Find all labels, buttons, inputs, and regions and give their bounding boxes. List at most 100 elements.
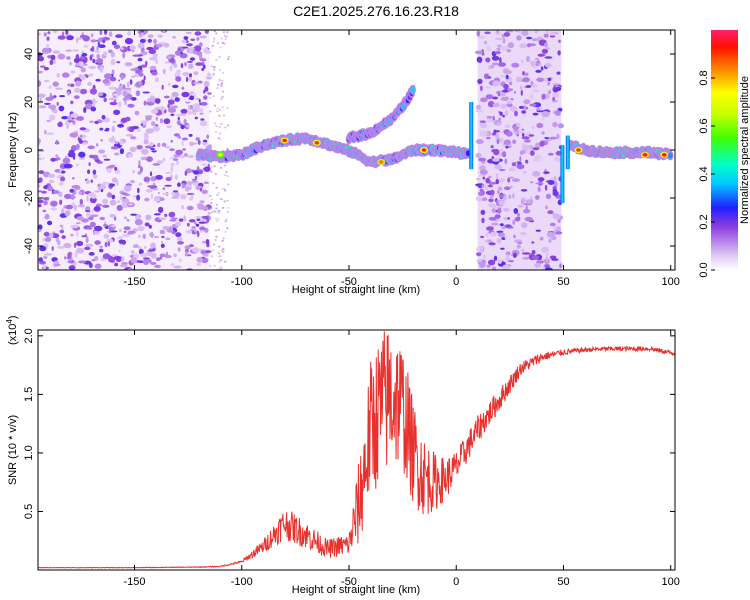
noise-blob xyxy=(170,263,175,267)
noise-blob xyxy=(78,134,87,139)
noise-blob xyxy=(200,218,207,223)
colorbar-tick-label: 0.6 xyxy=(698,118,710,133)
snr-panel: -150 -100 -50 0 50 100 0.5 1.0 1.5 2.0 Height of… xyxy=(5,315,680,596)
noise-blob xyxy=(136,128,141,133)
noise-blob xyxy=(495,48,499,52)
noise-blob xyxy=(99,30,103,36)
noise-blob xyxy=(47,220,53,226)
noise-blob xyxy=(177,116,180,121)
noise-blob xyxy=(44,253,53,256)
noise-blob xyxy=(218,138,222,140)
noise-blob xyxy=(522,170,527,174)
noise-blob xyxy=(487,259,496,266)
noise-blob xyxy=(181,39,187,44)
noise-blob xyxy=(148,224,152,229)
noise-blob xyxy=(38,204,42,208)
noise-blob xyxy=(137,57,143,62)
peak-core xyxy=(661,153,667,157)
noise-blob xyxy=(120,192,128,195)
noise-blob xyxy=(190,38,195,41)
noise-blob xyxy=(217,211,220,214)
noise-blob xyxy=(102,154,108,158)
noise-blob xyxy=(218,126,221,129)
noise-blob xyxy=(100,189,104,193)
noise-blob xyxy=(89,154,94,159)
noise-blob xyxy=(203,95,208,100)
noise-blob xyxy=(519,106,524,109)
noise-blob xyxy=(85,243,94,248)
noise-blob xyxy=(80,67,87,73)
noise-blob xyxy=(497,207,502,211)
colorbar-tick-label: 0.4 xyxy=(698,166,710,181)
noise-blob xyxy=(492,158,500,162)
noise-blob xyxy=(172,158,179,162)
noise-blob xyxy=(69,132,79,138)
noise-blob xyxy=(124,37,134,45)
noise-blob xyxy=(73,87,81,93)
noise-blob xyxy=(43,79,50,83)
noise-blob xyxy=(95,203,103,207)
noise-blob xyxy=(177,48,181,51)
noise-blob xyxy=(219,166,223,169)
noise-blob xyxy=(482,176,486,180)
noise-blob xyxy=(118,101,122,108)
noise-blob xyxy=(124,62,133,67)
noise-blob xyxy=(126,81,130,88)
noise-blob xyxy=(140,30,145,33)
noise-blob xyxy=(514,110,518,117)
noise-blob xyxy=(150,193,153,200)
noise-blob xyxy=(207,92,212,95)
snr-background xyxy=(38,330,675,570)
noise-blob xyxy=(140,51,148,56)
noise-blob xyxy=(38,199,44,204)
noise-blob xyxy=(96,57,104,64)
noise-blob xyxy=(481,197,488,201)
noise-blob xyxy=(114,262,119,267)
noise-blob xyxy=(556,71,561,75)
noise-blob xyxy=(180,63,184,69)
noise-blob xyxy=(187,222,190,227)
x-tick-label: -50 xyxy=(341,276,357,288)
noise-blob xyxy=(537,60,540,63)
noise-blob xyxy=(151,121,156,126)
noise-blob xyxy=(494,164,503,170)
noise-blob xyxy=(57,122,63,128)
snr-y-label: SNR (10 * v/v) xyxy=(7,415,19,485)
noise-blob xyxy=(546,231,555,238)
noise-blob xyxy=(195,223,200,227)
noise-blob xyxy=(86,195,89,202)
noise-blob xyxy=(109,199,117,206)
noise-blob xyxy=(227,183,230,186)
noise-blob xyxy=(521,110,527,114)
noise-blob xyxy=(218,78,221,81)
noise-blob xyxy=(157,191,160,195)
noise-blob xyxy=(490,64,495,69)
noise-blob xyxy=(161,142,167,147)
noise-blob xyxy=(92,101,96,107)
colorbar-label: Normalized spectral amplitude xyxy=(739,76,750,224)
noise-blob xyxy=(122,233,130,238)
noise-blob xyxy=(541,111,550,118)
noise-blob xyxy=(492,266,496,270)
noise-blob xyxy=(84,233,88,236)
noise-blob xyxy=(500,247,505,250)
noise-blob xyxy=(56,246,65,249)
transition-streaks xyxy=(469,102,570,203)
noise-blob xyxy=(503,139,512,146)
noise-blob xyxy=(218,132,222,135)
noise-blob xyxy=(497,62,506,67)
noise-blob xyxy=(175,232,182,238)
noise-blob xyxy=(56,157,61,160)
noise-blob xyxy=(84,210,91,213)
noise-blob xyxy=(532,147,540,151)
noise-blob xyxy=(91,193,97,199)
colorbar-gradient xyxy=(711,30,738,270)
snr-scale-label: (x104) xyxy=(5,315,19,345)
noise-blob xyxy=(225,36,228,38)
noise-blob xyxy=(130,180,135,184)
noise-blob xyxy=(148,49,156,55)
noise-blob xyxy=(201,189,208,194)
noise-blob xyxy=(195,97,199,100)
noise-blob xyxy=(519,85,523,91)
